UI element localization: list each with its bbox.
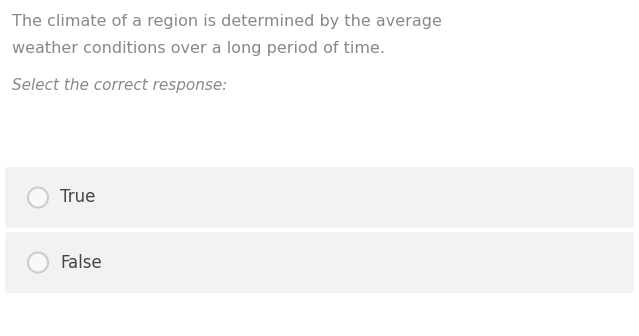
Text: Select the correct response:: Select the correct response:	[12, 78, 227, 93]
FancyBboxPatch shape	[5, 232, 634, 293]
Text: weather conditions over a long period of time.: weather conditions over a long period of…	[12, 41, 385, 56]
FancyBboxPatch shape	[5, 167, 634, 228]
Text: False: False	[60, 253, 102, 271]
Text: The climate of a region is determined by the average: The climate of a region is determined by…	[12, 14, 442, 29]
Circle shape	[28, 252, 48, 272]
Circle shape	[28, 187, 48, 208]
Text: True: True	[60, 188, 95, 207]
